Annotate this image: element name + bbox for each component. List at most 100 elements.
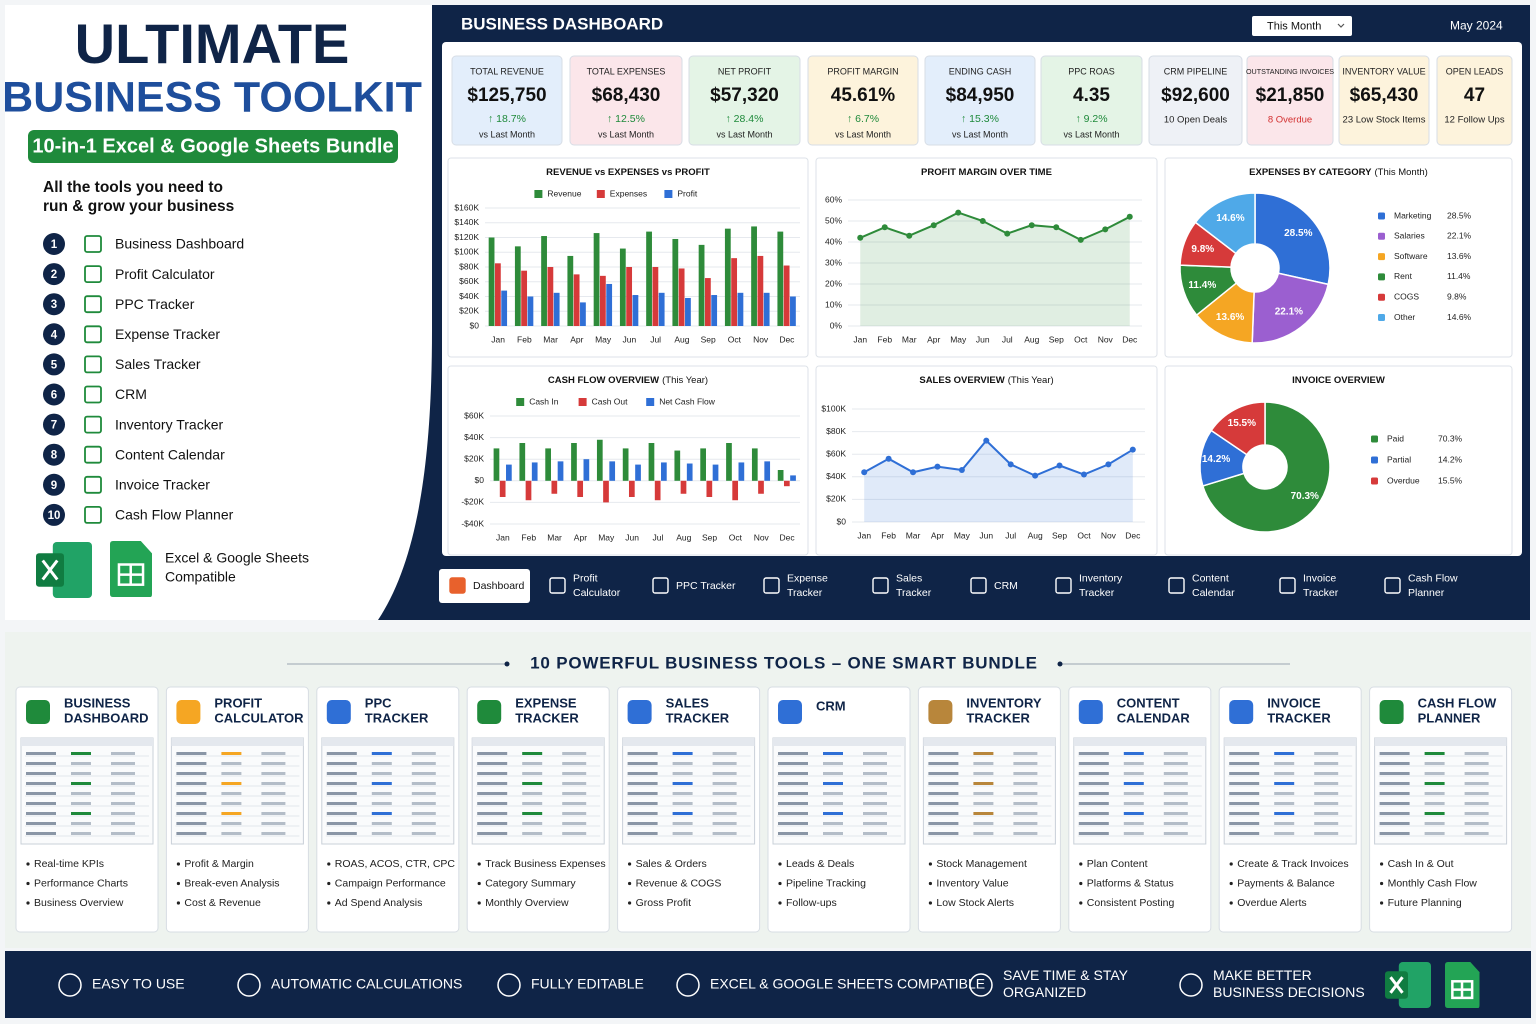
kpi-note: 10 Open Deals <box>1164 115 1228 126</box>
sheet-thumbnail-cell <box>712 792 737 795</box>
sheet-thumbnail-cell <box>371 792 392 795</box>
sheet-thumbnail-cell <box>176 792 207 795</box>
legend-label: COGS <box>1394 291 1419 301</box>
bullet-dot <box>628 881 632 886</box>
feature-icon <box>497 973 521 997</box>
sheet-thumbnail-cell <box>371 782 392 785</box>
nav-icon <box>449 577 466 594</box>
bar <box>619 248 626 326</box>
sheet-thumbnail-cell <box>627 772 658 775</box>
tool-card-icon <box>477 700 502 724</box>
sheet-thumbnail-cell <box>1123 762 1144 765</box>
sheet-thumbnail-cell <box>371 772 392 775</box>
sheet-thumbnail-cell <box>71 792 91 795</box>
sheet-thumbnail-cell <box>1123 752 1144 755</box>
legend-label: Partial <box>1387 454 1411 464</box>
sheet-thumbnail-cell <box>1163 822 1188 825</box>
chart-title-main: SALES OVERVIEW <box>919 375 1004 386</box>
x-tick-label: Feb <box>521 532 536 542</box>
bullet-dot <box>176 901 180 905</box>
sheet-thumbnail-cell <box>1163 772 1188 775</box>
y-tick-label: $20K <box>464 453 484 463</box>
legend-swatch <box>664 190 673 198</box>
sheet-thumbnail-cell <box>1229 772 1260 775</box>
nav-icon <box>1055 577 1072 594</box>
slice-label: 28.5% <box>1284 228 1312 239</box>
sheet-thumbnail-cell <box>1314 832 1339 835</box>
legend-label: Expenses <box>610 188 647 198</box>
tool-card-title: CALCULATOR <box>214 710 304 725</box>
sheet-thumbnail-cell <box>627 782 658 785</box>
kpi-card <box>451 55 563 146</box>
legend-value: 14.2% <box>1438 454 1463 464</box>
sheet-thumbnail-cell <box>1163 832 1188 835</box>
sheet-thumbnail-cell <box>1464 832 1489 835</box>
line-point <box>1105 461 1112 468</box>
tool-card-icon <box>326 700 351 724</box>
sheet-thumbnail-cell <box>71 772 91 775</box>
sheet-thumbnail-cell <box>1013 832 1038 835</box>
line-point <box>934 463 941 470</box>
sheet-thumbnail-cell <box>562 752 587 755</box>
bar <box>506 464 512 481</box>
bar <box>674 450 681 481</box>
bullet-dot <box>928 862 933 866</box>
kpi-change: ↑ 18.7% <box>488 113 526 125</box>
tool-card-title: PLANNER <box>1418 710 1481 725</box>
kpi-note: vs Last Month <box>835 129 891 139</box>
sheet-thumbnail-cell <box>562 802 587 805</box>
bar <box>628 480 635 497</box>
sheet-thumbnail-cell <box>778 792 808 795</box>
kpi-value: $65,430 <box>1350 85 1419 106</box>
sheet-thumbnail-cell <box>1314 822 1339 825</box>
x-tick-label: Dec <box>780 532 796 542</box>
y-tick-label: $0 <box>837 516 847 526</box>
sheet-thumbnail-cell <box>863 802 887 805</box>
bar <box>790 296 796 326</box>
x-tick-label: Sep <box>1052 530 1067 540</box>
sheet-thumbnail-cell <box>371 762 392 765</box>
kpi-label: PPC ROAS <box>1068 66 1115 76</box>
bar <box>580 302 586 326</box>
bullet-dot <box>628 901 632 905</box>
tool-card-title: TRACKER <box>365 710 429 725</box>
legend-label: Profit <box>677 188 697 198</box>
compat-text: Compatible <box>165 569 236 585</box>
line-point <box>1007 461 1014 468</box>
sheet-thumbnail-cell <box>1229 792 1260 795</box>
tool-card-bullet: Platforms & Status <box>1087 877 1174 889</box>
y-tick-label: $60K <box>459 276 479 286</box>
x-tick-label: Nov <box>1101 530 1117 540</box>
sheet-thumbnail-cell <box>1123 792 1144 795</box>
sheet-thumbnail-cell <box>111 832 135 835</box>
bar <box>499 480 506 497</box>
sheet-thumbnail-header <box>923 738 1056 746</box>
line-point <box>1102 226 1109 233</box>
x-tick-label: Dec <box>1122 334 1138 344</box>
nav-label: Tracker <box>1079 587 1115 599</box>
sheet-thumbnail-cell <box>863 792 887 795</box>
sheet-thumbnail-cell <box>326 792 357 795</box>
sheet-thumbnail-cell <box>411 832 436 835</box>
bar <box>488 237 495 326</box>
x-tick-label: Jan <box>496 532 510 542</box>
nav-label: CRM <box>994 580 1018 592</box>
sheet-thumbnail-cell <box>562 822 587 825</box>
sheet-thumbnail-cell <box>712 762 737 765</box>
period-dropdown[interactable] <box>1252 16 1352 36</box>
sheet-thumbnail-cell <box>1464 792 1489 795</box>
sheet-thumbnail-cell <box>71 782 91 785</box>
nav-icon <box>970 577 987 594</box>
bar <box>757 255 764 326</box>
tool-number: 9 <box>51 480 57 492</box>
legend-label: Revenue <box>547 188 581 198</box>
sheet-thumbnail-cell <box>863 782 887 785</box>
bullet-dot <box>778 901 782 905</box>
line-point <box>958 467 965 474</box>
x-tick-label: Jul <box>1005 530 1016 540</box>
tool-card-bullet: Revenue & COGS <box>636 877 722 889</box>
tool-icon <box>84 265 102 284</box>
legend-value: 9.8% <box>1447 291 1467 301</box>
sheet-thumbnail-cell <box>627 822 658 825</box>
nav-icon <box>549 577 566 594</box>
